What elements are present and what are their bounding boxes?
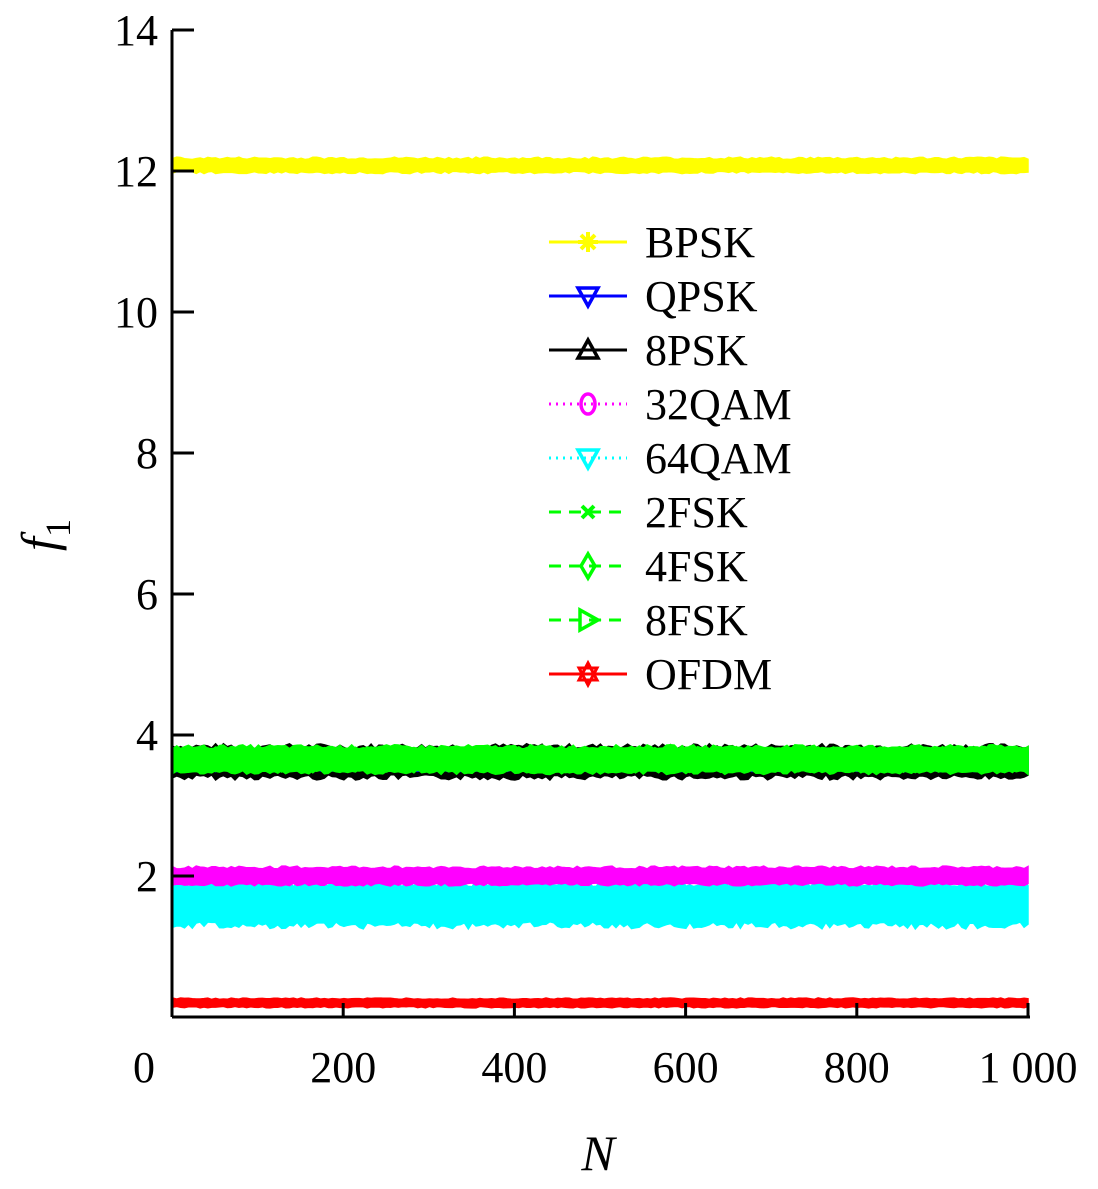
legend-item-4fsk: 4FSK bbox=[549, 542, 748, 591]
y-tick-label: 12 bbox=[114, 147, 158, 196]
x-tick-label: 200 bbox=[310, 1043, 376, 1092]
legend-label: 4FSK bbox=[645, 542, 748, 591]
legend-marker-x bbox=[580, 504, 596, 520]
x-tick-label: 400 bbox=[481, 1043, 547, 1092]
legend-item-bpsk: BPSK bbox=[549, 218, 755, 267]
y-tick-label: 2 bbox=[136, 852, 158, 901]
x-axis-label: N bbox=[580, 1125, 617, 1181]
series-bands bbox=[172, 156, 1029, 1009]
legend-item-8fsk: 8FSK bbox=[549, 596, 748, 645]
legend-item-8psk: 8PSK bbox=[549, 326, 748, 375]
legend-marker-diamond bbox=[578, 550, 598, 582]
legend-item-64qam: 64QAM bbox=[549, 434, 792, 483]
x-ticks: 0 200 400 600 800 1 000 bbox=[133, 1003, 1078, 1092]
legend-label: 8FSK bbox=[645, 596, 748, 645]
legend-item-2fsk: 2FSK bbox=[549, 488, 748, 537]
legend-marker-triangle-up bbox=[575, 336, 601, 360]
legend-marker-triangle-right bbox=[578, 607, 602, 633]
series-band-ofdm bbox=[172, 997, 1029, 1009]
legend-label: OFDM bbox=[645, 650, 772, 699]
y-tick-label: 14 bbox=[114, 6, 158, 55]
legend-marker-asterisk bbox=[578, 232, 598, 252]
series-band-bpsk bbox=[172, 156, 1029, 175]
series-band-32qam bbox=[172, 865, 1029, 887]
x-tick-label: 1 000 bbox=[979, 1043, 1078, 1092]
series-band-64qam bbox=[172, 877, 1029, 931]
legend-label: 2FSK bbox=[645, 488, 748, 537]
x-tick-label: 0 bbox=[133, 1043, 155, 1092]
legend-label: BPSK bbox=[645, 218, 755, 267]
axes bbox=[170, 30, 1030, 1019]
svg-text:f1: f1 bbox=[11, 519, 78, 551]
legend: BPSK QPSK 8PSK 32QAM 64QAM 2FSK 4FSK 8FSK OFDM bbox=[549, 218, 792, 699]
legend-label: 64QAM bbox=[645, 434, 792, 483]
legend-item-qpsk: QPSK bbox=[549, 272, 758, 321]
legend-item-32qam: 32QAM bbox=[549, 380, 792, 429]
y-axis-label-group: f1 bbox=[11, 519, 78, 551]
y-ticks: 2 4 6 8 10 12 14 bbox=[114, 6, 194, 901]
y-tick-label: 10 bbox=[114, 288, 158, 337]
series-band-8fsk bbox=[172, 746, 1029, 773]
y-axis-label-subscript: 1 bbox=[38, 519, 78, 537]
y-tick-label: 4 bbox=[136, 711, 158, 760]
legend-label: 8PSK bbox=[645, 326, 748, 375]
legend-marker-circle bbox=[579, 392, 597, 416]
y-tick-label: 6 bbox=[136, 570, 158, 619]
legend-label: QPSK bbox=[645, 272, 758, 321]
x-tick-label: 800 bbox=[824, 1043, 890, 1092]
y-tick-label: 8 bbox=[136, 429, 158, 478]
legend-marker-triangle-down bbox=[575, 286, 601, 310]
legend-item-ofdm: OFDM bbox=[549, 650, 772, 699]
legend-marker-triangle-down bbox=[575, 448, 601, 472]
x-tick-label: 600 bbox=[653, 1043, 719, 1092]
legend-marker-hexagram bbox=[576, 659, 600, 689]
legend-label: 32QAM bbox=[645, 380, 792, 429]
